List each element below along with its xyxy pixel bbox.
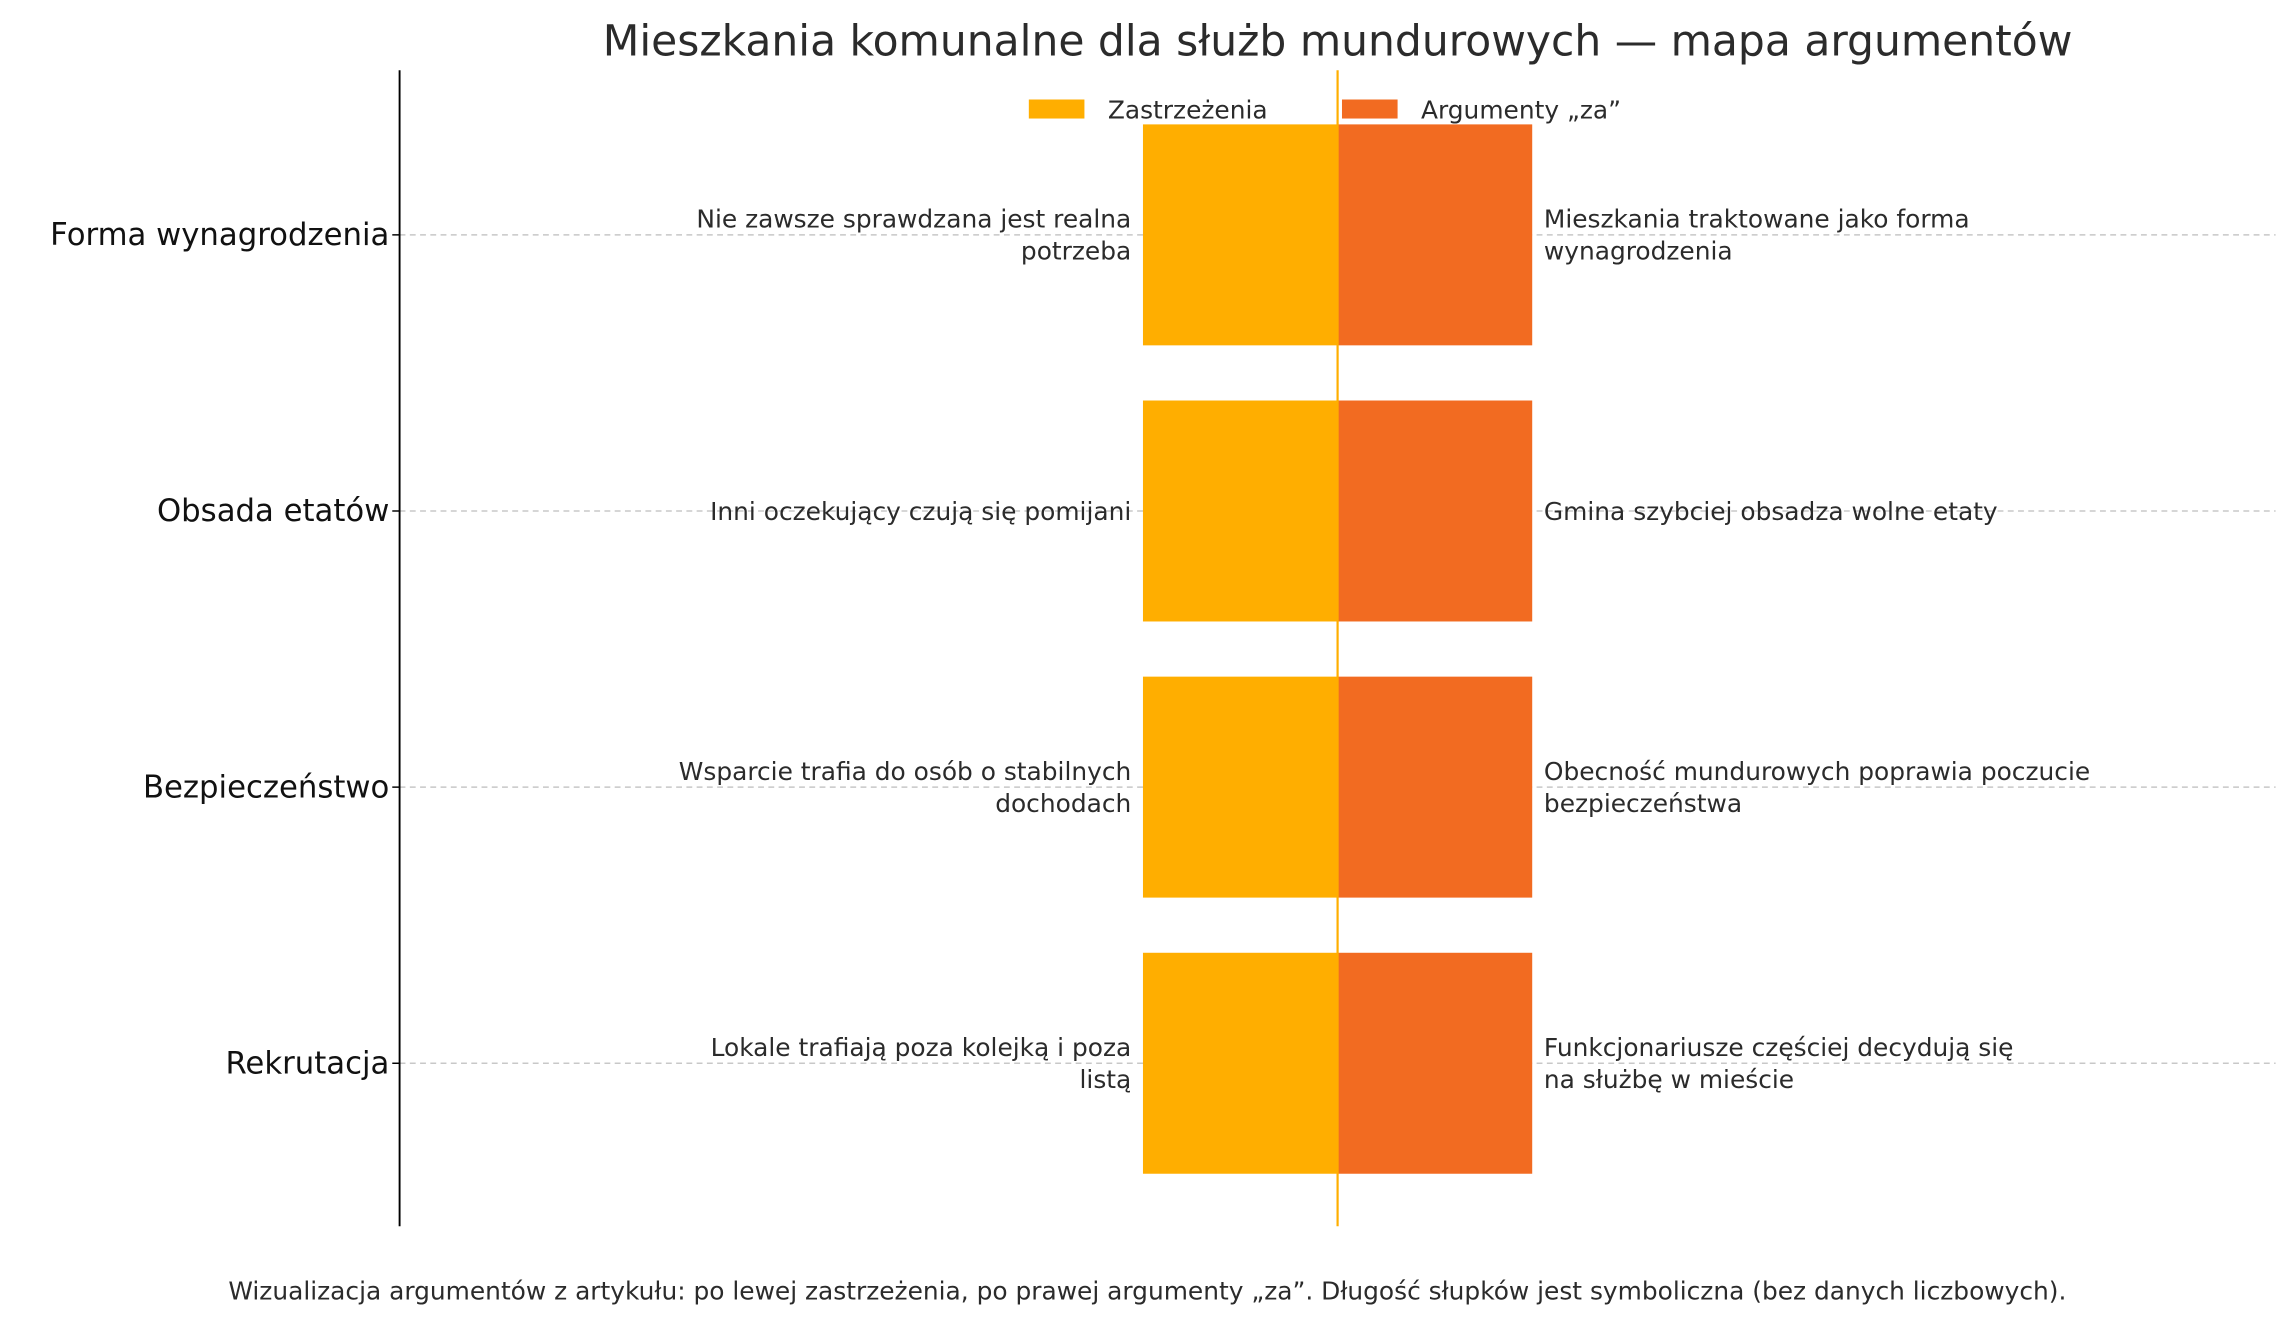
- bar-annotations: Nie zawsze sprawdzana jest realna potrzeb…: [679, 205, 2090, 1095]
- bar-annotation: Gmina szybciej obsadza wolne etaty: [1544, 497, 1998, 526]
- bar-argument-za: [1337, 676, 1533, 898]
- y-tick-label: Bezpieczeństwo: [143, 769, 389, 805]
- annotation-line: bezpieczeństwa: [1544, 789, 1742, 818]
- annotation-line: dochodach: [995, 789, 1131, 818]
- bar-argument-za: [1337, 400, 1533, 622]
- annotation-line: Wsparcie trafia do osób o stabilnych: [679, 757, 1131, 786]
- annotation-line: Inni oczekujący czują się pomijani: [710, 497, 1131, 526]
- bar-annotation: Obecność mundurowych poprawia poczucie be…: [1544, 757, 2090, 818]
- annotation-line: wynagrodzenia: [1544, 237, 1733, 266]
- bar-annotation: Funkcjonariusze częściej decydują się na …: [1544, 1033, 2014, 1094]
- y-tick-label: Rekrutacja: [225, 1046, 389, 1082]
- legend-label-zastrzezenia: Zastrzeżenia: [1108, 96, 1268, 125]
- bar-zastrzezenie: [1142, 400, 1338, 622]
- bar-annotation: Nie zawsze sprawdzana jest realna potrzeb…: [696, 205, 1131, 266]
- caption: Wizualizacja argumentów z artykułu: po l…: [228, 1276, 2066, 1305]
- annotation-line: Mieszkania traktowane jako forma: [1544, 205, 1970, 234]
- y-tick-label: Forma wynagrodzenia: [50, 217, 389, 253]
- bar-annotation: Lokale trafiają poza kolejką i poza listą: [711, 1033, 1132, 1094]
- annotation-line: potrzeba: [1021, 237, 1131, 266]
- y-tick-label: Obsada etatów: [157, 493, 389, 529]
- annotation-line: Gmina szybciej obsadza wolne etaty: [1544, 497, 1998, 526]
- bar-annotation: Mieszkania traktowane jako forma wynagrod…: [1544, 205, 1970, 266]
- bar-annotation: Inni oczekujący czują się pomijani: [710, 497, 1131, 526]
- annotation-line: Obecność mundurowych poprawia poczucie: [1544, 757, 2090, 786]
- legend-swatch-argumenty-za: [1341, 99, 1398, 119]
- bar-argument-za: [1337, 952, 1533, 1174]
- annotation-line: na służbę w mieście: [1544, 1065, 1794, 1094]
- bar-annotation: Wsparcie trafia do osób o stabilnych doch…: [679, 757, 1131, 818]
- annotation-line: Nie zawsze sprawdzana jest realna: [696, 205, 1131, 234]
- bar-zastrzezenie: [1142, 676, 1338, 898]
- bars: [1142, 124, 1533, 1174]
- annotation-line: Lokale trafiają poza kolejką i poza: [711, 1033, 1132, 1062]
- chart-title: Mieszkania komunalne dla służb mundurowy…: [603, 18, 2073, 67]
- legend: Zastrzeżenia Argumenty „za”: [1028, 96, 1621, 125]
- bar-argument-za: [1337, 124, 1533, 346]
- bar-zastrzezenie: [1142, 124, 1338, 346]
- annotation-line: Funkcjonariusze częściej decydują się: [1544, 1033, 2014, 1062]
- annotation-line: listą: [1080, 1065, 1132, 1094]
- y-tick-labels: Forma wynagrodzenia Obsada etatów Bezpiecz…: [50, 217, 400, 1082]
- legend-swatch-zastrzezenia: [1028, 99, 1085, 119]
- legend-label-argumenty-za: Argumenty „za”: [1421, 96, 1621, 125]
- bar-zastrzezenie: [1142, 952, 1338, 1174]
